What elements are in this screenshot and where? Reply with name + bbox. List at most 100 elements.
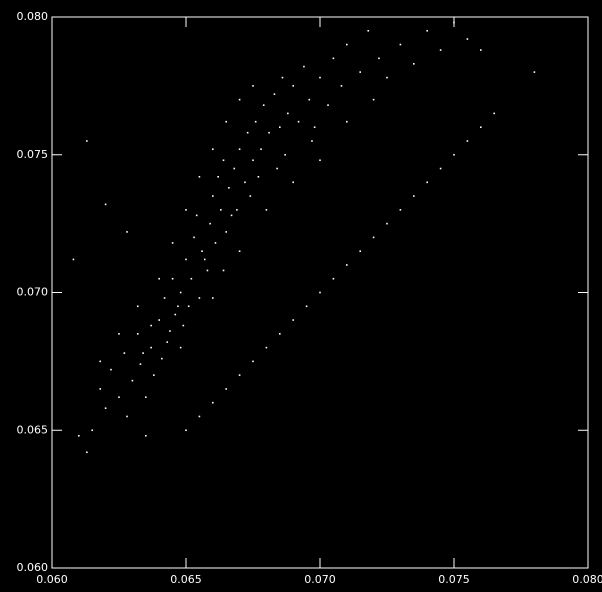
- point: [372, 98, 375, 101]
- point: [439, 167, 442, 170]
- point: [399, 43, 402, 46]
- point: [284, 153, 286, 156]
- point: [190, 277, 193, 280]
- point: [297, 120, 300, 123]
- point: [139, 363, 142, 365]
- point: [276, 167, 278, 170]
- point: [332, 277, 335, 280]
- point: [145, 396, 147, 398]
- point: [453, 153, 455, 156]
- point: [104, 203, 107, 206]
- point: [91, 429, 93, 432]
- point: [292, 181, 294, 184]
- point: [346, 264, 348, 266]
- point: [222, 269, 225, 272]
- point: [236, 209, 238, 211]
- point: [386, 76, 388, 79]
- point: [104, 407, 107, 410]
- point: [244, 181, 246, 184]
- point: [158, 319, 160, 321]
- point: [493, 112, 495, 115]
- point: [466, 38, 469, 40]
- point: [268, 131, 270, 134]
- point: [126, 231, 128, 233]
- point: [195, 214, 198, 217]
- point: [182, 324, 185, 327]
- point: [225, 388, 227, 390]
- point: [222, 159, 225, 162]
- point: [118, 333, 120, 335]
- y-tick-label: 0.070: [17, 286, 49, 299]
- point: [185, 258, 187, 261]
- point: [426, 181, 428, 184]
- point: [359, 71, 361, 73]
- point: [187, 305, 190, 308]
- point: [177, 305, 179, 308]
- point: [163, 297, 166, 299]
- point: [279, 333, 281, 335]
- point: [230, 214, 233, 217]
- point: [466, 140, 469, 142]
- point: [254, 120, 257, 123]
- point: [238, 250, 241, 252]
- point: [123, 352, 126, 354]
- point: [340, 85, 343, 87]
- point: [171, 277, 174, 280]
- point: [260, 148, 262, 151]
- point: [332, 57, 335, 60]
- point: [72, 258, 75, 261]
- point: [252, 159, 254, 162]
- point: [273, 93, 276, 95]
- point: [78, 434, 80, 437]
- point: [265, 346, 268, 349]
- point: [453, 21, 455, 24]
- point: [257, 175, 260, 178]
- x-tick-label: 0.060: [36, 573, 68, 586]
- point: [206, 269, 209, 272]
- point: [480, 49, 482, 51]
- point: [86, 451, 88, 454]
- point: [292, 319, 294, 321]
- point: [246, 131, 249, 134]
- point: [185, 429, 187, 432]
- point: [308, 98, 311, 101]
- point: [142, 352, 144, 354]
- point: [319, 76, 321, 79]
- point: [193, 236, 195, 239]
- point: [262, 104, 265, 106]
- point: [169, 330, 171, 332]
- point: [386, 222, 388, 225]
- point: [136, 333, 139, 335]
- point: [185, 209, 187, 211]
- point: [179, 346, 182, 349]
- point: [279, 126, 281, 128]
- point: [252, 360, 254, 363]
- point: [426, 29, 428, 32]
- point: [198, 297, 201, 299]
- point: [413, 195, 415, 197]
- point: [171, 242, 174, 244]
- point: [372, 236, 375, 239]
- point: [252, 85, 254, 87]
- point: [212, 297, 214, 299]
- point: [217, 175, 219, 178]
- point: [220, 209, 222, 211]
- point: [281, 76, 284, 79]
- point: [265, 209, 268, 211]
- point: [179, 291, 182, 294]
- point: [118, 396, 120, 398]
- y-tick-label: 0.065: [17, 423, 49, 436]
- x-tick-label: 0.080: [572, 573, 602, 586]
- point: [131, 379, 134, 382]
- point: [233, 167, 236, 170]
- point: [287, 112, 289, 115]
- point: [303, 65, 305, 68]
- point: [399, 209, 402, 211]
- y-tick-label: 0.080: [17, 10, 49, 23]
- point: [311, 140, 313, 142]
- point: [225, 231, 227, 233]
- point: [238, 148, 241, 151]
- point: [136, 305, 139, 308]
- point: [214, 242, 217, 244]
